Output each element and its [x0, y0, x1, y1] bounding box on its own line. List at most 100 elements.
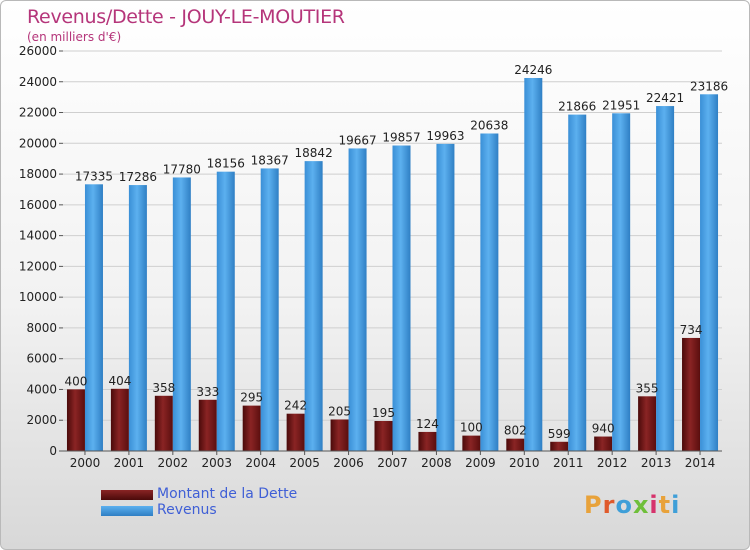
data-label-revenus-2011: 21866	[558, 100, 596, 114]
logo-letter: x	[632, 491, 650, 519]
x-tick-label-2010: 2010	[509, 456, 540, 470]
proxiti-logo: Proxiti	[584, 491, 680, 519]
bar-revenus-2008	[436, 143, 455, 451]
x-tick-label-2007: 2007	[377, 456, 408, 470]
x-tick-label-2005: 2005	[289, 456, 320, 470]
data-label-revenus-2013: 22421	[646, 91, 684, 105]
y-tick-label: 26000	[19, 44, 57, 58]
x-tick-label-2012: 2012	[597, 456, 628, 470]
legend-swatch-dette	[101, 490, 153, 500]
bar-debt-2007	[374, 421, 393, 451]
bar-revenus-2002	[172, 177, 191, 451]
data-label-debt-2013: 355	[636, 381, 659, 395]
bar-revenus-2014	[700, 94, 719, 452]
data-label-revenus-2000: 17335	[75, 169, 113, 183]
chart-title: Revenus/Dette - JOUY-LE-MOUTIER	[27, 6, 345, 28]
data-label-debt-2004: 295	[240, 391, 263, 405]
bar-debt-2010	[506, 438, 525, 451]
x-tick-label-2000: 2000	[70, 456, 101, 470]
legend-label-revenus: Revenus	[157, 502, 217, 518]
bar-revenus-2001	[128, 185, 147, 452]
data-label-revenus-2001: 17286	[119, 170, 157, 184]
x-tick-label-2001: 2001	[114, 456, 145, 470]
y-tick-label: 12000	[19, 259, 57, 273]
y-tick-label: 24000	[19, 75, 57, 89]
data-label-revenus-2002: 17780	[163, 162, 201, 176]
data-label-debt-2014: 734	[680, 323, 703, 337]
legend-swatch-revenus	[101, 506, 153, 516]
bar-debt-2013	[638, 396, 657, 451]
logo-letter: o	[615, 491, 633, 519]
y-tick-label: 20000	[19, 136, 57, 150]
data-label-debt-2011: 599	[548, 427, 571, 441]
bar-debt-2012	[594, 436, 613, 451]
x-tick-label-2014: 2014	[685, 456, 716, 470]
bar-revenus-2011	[568, 114, 587, 451]
bar-debt-2006	[330, 419, 349, 451]
bar-debt-2003	[198, 399, 217, 451]
y-tick-label: 10000	[19, 290, 57, 304]
data-label-revenus-2010: 24246	[514, 63, 552, 77]
y-tick-label: 18000	[19, 167, 57, 181]
bar-debt-2005	[286, 413, 305, 451]
bar-revenus-2003	[216, 171, 235, 451]
bar-debt-2000	[66, 389, 85, 451]
data-label-debt-2002: 358	[152, 381, 175, 395]
logo-letter: i	[671, 491, 681, 519]
x-tick-label-2011: 2011	[553, 456, 584, 470]
bar-debt-2002	[154, 395, 173, 451]
bar-debt-2011	[550, 441, 569, 451]
data-label-debt-2012: 940	[592, 422, 615, 436]
bar-revenus-2006	[348, 148, 367, 451]
data-label-debt-2006: 205	[328, 404, 351, 418]
data-label-debt-2009: 100	[460, 421, 483, 435]
data-label-revenus-2005: 18842	[295, 146, 333, 160]
data-label-revenus-2014: 23186	[690, 79, 728, 93]
bar-revenus-2012	[612, 113, 631, 452]
data-label-debt-2005: 242	[284, 399, 307, 413]
data-label-revenus-2004: 18367	[251, 153, 289, 167]
data-label-debt-2001: 404	[108, 374, 131, 388]
data-labels: 400 17335 404 17286 358 17780 333 18156 295 18367…	[65, 63, 729, 441]
data-label-revenus-2003: 18156	[207, 157, 245, 171]
bar-revenus-2007	[392, 145, 411, 451]
y-axis-ticks: 0 2000 4000 6000 8000 10000 12000 14000 16000 180…	[19, 44, 57, 458]
data-label-revenus-2007: 19857	[382, 131, 420, 145]
y-tick-label: 8000	[26, 321, 57, 335]
x-tick-label-2013: 2013	[641, 456, 672, 470]
data-label-debt-2000: 400	[65, 374, 88, 388]
x-tick-label-2004: 2004	[245, 456, 276, 470]
bars	[66, 77, 719, 452]
x-axis-ticks: 2000 2001 2002 2003 2004 2005 2006 2007 2008 2009…	[70, 451, 716, 470]
bar-revenus-2005	[304, 161, 323, 451]
logo-letter: t	[658, 491, 672, 519]
chart-subtitle: (en milliers d'€)	[27, 30, 122, 44]
bar-revenus-2010	[524, 77, 543, 451]
bar-debt-2009	[462, 435, 481, 451]
y-tick-label: 22000	[19, 106, 57, 120]
y-tick-label: 14000	[19, 229, 57, 243]
x-tick-label-2008: 2008	[421, 456, 452, 470]
data-label-debt-2007: 195	[372, 406, 395, 420]
data-label-revenus-2012: 21951	[602, 98, 640, 112]
y-tick-label: 6000	[26, 352, 57, 366]
logo-letter: P	[584, 491, 603, 519]
data-label-debt-2010: 802	[504, 424, 527, 438]
x-tick-label-2009: 2009	[465, 456, 496, 470]
y-tick-label: 0	[49, 444, 57, 458]
legend-label-dette: Montant de la Dette	[157, 486, 298, 502]
x-tick-label-2003: 2003	[201, 456, 232, 470]
bar-debt-2004	[242, 405, 261, 451]
data-label-revenus-2006: 19667	[338, 133, 376, 147]
y-tick-label: 2000	[26, 413, 57, 427]
bar-revenus-2004	[260, 168, 279, 451]
bar-debt-2001	[110, 388, 129, 451]
bar-debt-2008	[418, 431, 437, 451]
data-label-debt-2008: 124	[416, 417, 439, 431]
bar-revenus-2013	[656, 106, 675, 452]
y-tick-label: 16000	[19, 198, 57, 212]
y-tick-label: 4000	[26, 382, 57, 396]
logo-letter: i	[649, 491, 659, 519]
